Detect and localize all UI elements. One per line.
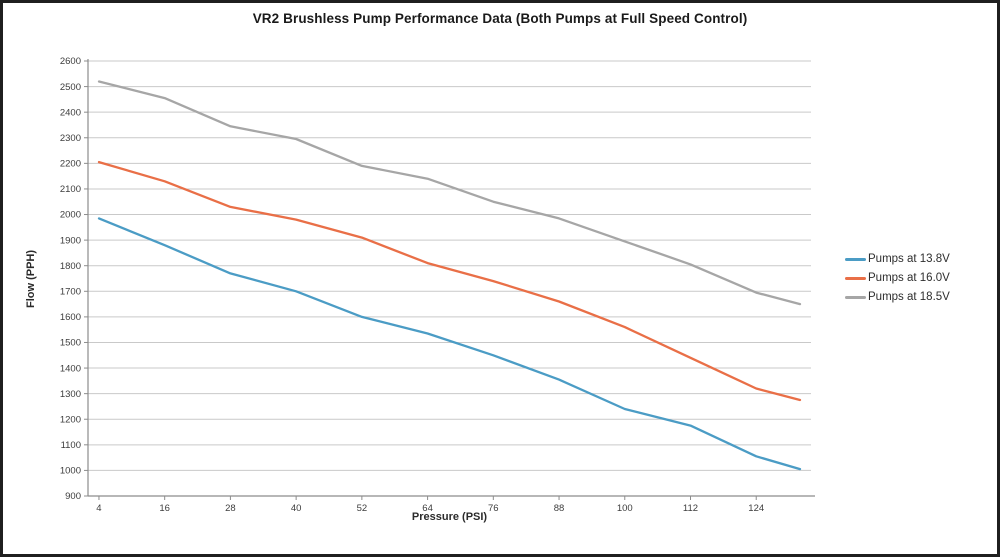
x-tick-label: 40	[291, 503, 302, 514]
legend-label: Pumps at 18.5V	[868, 291, 950, 303]
y-tick-label: 2600	[60, 56, 81, 67]
y-tick-label: 1700	[60, 286, 81, 297]
y-tick-label: 1400	[60, 363, 81, 374]
legend-item: Pumps at 16.0V	[845, 272, 950, 284]
x-tick-label: 4	[96, 503, 101, 514]
chart-title: VR2 Brushless Pump Performance Data (Bot…	[252, 11, 748, 26]
plot-area: 900 1000 1100 1200 1300 1400 1500 1600 1700 1800 1…	[60, 56, 815, 514]
y-tick-label: 1200	[60, 414, 81, 425]
series-line-pumps-at-16-0v	[97, 160, 802, 402]
legend-line-swatch	[845, 295, 866, 299]
x-tick-label: 28	[225, 503, 236, 514]
y-tick-label: 2000	[60, 210, 81, 221]
y-tick-label: 1600	[60, 312, 81, 323]
legend-item: Pumps at 18.5V	[845, 291, 950, 303]
y-axis-title: Flow (PPH)	[25, 249, 37, 309]
x-tick-label: 112	[683, 503, 698, 514]
legend: Pumps at 13.8V Pumps at 16.0V Pumps at 18.…	[845, 253, 950, 303]
x-tick-label: 64	[422, 503, 433, 514]
y-tick-label: 2100	[60, 184, 81, 195]
legend-line-swatch	[845, 276, 866, 280]
legend-line-swatch	[845, 257, 866, 261]
series-line-pumps-at-18-5v	[97, 80, 802, 306]
y-tick-label: 1000	[60, 466, 81, 477]
y-tick-label: 2500	[60, 82, 81, 93]
x-axis-title: Pressure (PSI)	[411, 511, 488, 523]
y-tick-label: 1300	[60, 389, 81, 400]
legend-label: Pumps at 16.0V	[868, 272, 950, 284]
y-tick-label: 2200	[60, 159, 81, 170]
y-tick-label: 2300	[60, 133, 81, 144]
y-tick-label: 900	[65, 491, 81, 502]
legend-item: Pumps at 13.8V	[845, 253, 950, 265]
y-tick-label: 1100	[61, 440, 81, 451]
x-tick-label: 76	[488, 503, 499, 514]
x-tick-label: 16	[159, 503, 170, 514]
y-tick-label: 2400	[60, 107, 81, 118]
x-tick-label: 100	[617, 503, 633, 514]
legend-label: Pumps at 13.8V	[868, 253, 950, 265]
y-tick-label: 1500	[60, 338, 81, 349]
x-tick-label: 88	[554, 503, 565, 514]
y-tick-label: 1900	[60, 235, 81, 246]
series-line-pumps-at-13-8v	[97, 217, 802, 471]
x-tick-label: 52	[357, 503, 368, 514]
y-tick-label: 1800	[60, 261, 81, 272]
x-tick-label: 124	[748, 503, 764, 514]
